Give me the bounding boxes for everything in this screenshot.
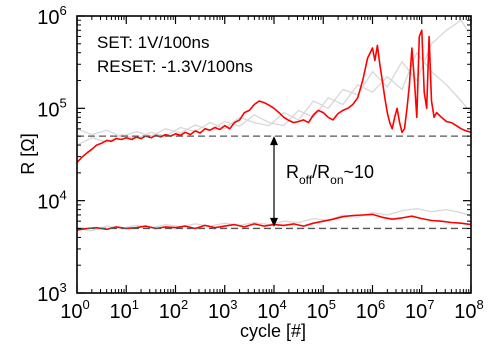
x-tick-exponent: 3 [230,297,237,312]
x-tick-exponent: 7 [427,297,434,312]
x-tick-base: 10 [307,301,329,323]
x-tick-exponent: 0 [83,297,90,312]
x-tick-base: 10 [60,301,82,323]
ratio-arrow-head-top [270,136,278,146]
series-line-background-trace-3 [76,52,472,138]
y-axis-title: R [Ω] [18,133,38,174]
ratio-annotation: Roff/Ron~10 [286,162,374,187]
x-tick-base: 10 [405,301,427,323]
ratio-sub-off: off [299,173,313,187]
x-tick-label: 105 [307,297,336,323]
y-tick-exponent: 4 [60,188,67,203]
y-tick-label: 104 [37,188,66,214]
x-tick-base: 10 [208,301,230,323]
set-annotation: SET: 1V/100ns [97,33,209,52]
x-tick-base: 10 [356,301,378,323]
reset-annotation: RESET: -1.3V/100ns [97,57,253,76]
x-tick-base: 10 [110,301,132,323]
x-tick-exponent: 4 [280,297,287,312]
x-tick-label: 103 [208,297,237,323]
x-tick-exponent: 8 [477,297,484,312]
x-tick-base: 10 [257,301,279,323]
y-tick-exponent: 5 [60,95,67,110]
x-tick-base: 10 [454,301,476,323]
x-tick-exponent: 1 [132,297,139,312]
x-tick-base: 10 [159,301,181,323]
ratio-arrow-head-bottom [270,217,278,227]
x-tick-label: 108 [454,297,483,323]
y-tick-label: 103 [37,280,66,306]
y-tick-base: 10 [37,7,59,29]
x-tick-label: 106 [356,297,385,323]
x-axis-title: cycle [#] [240,321,306,341]
x-tick-exponent: 6 [378,297,385,312]
x-tick-label: 101 [110,297,139,323]
x-tick-exponent: 5 [329,297,336,312]
ratio-r2: R [317,162,330,182]
y-tick-exponent: 6 [60,3,67,18]
series-line-high-resistance-0 [76,29,472,163]
y-tick-base: 10 [37,284,59,306]
ratio-r1: R [286,162,299,182]
x-tick-label: 107 [405,297,434,323]
ratio-tail: ~10 [344,162,375,182]
y-tick-exponent: 3 [60,280,67,295]
y-tick-label: 106 [37,3,66,29]
ratio-sub-on: on [330,173,343,187]
y-tick-base: 10 [37,99,59,121]
x-tick-exponent: 2 [181,297,188,312]
x-tick-label: 102 [159,297,188,323]
annotation-layer: SET: 1V/100ns RESET: -1.3V/100ns Roff/Ro… [97,33,374,227]
x-tick-label: 104 [257,297,286,323]
y-tick-label: 105 [37,95,66,121]
y-tick-base: 10 [37,192,59,214]
ratio-slash: / [312,162,317,182]
x-tick-label: 100 [60,297,89,323]
